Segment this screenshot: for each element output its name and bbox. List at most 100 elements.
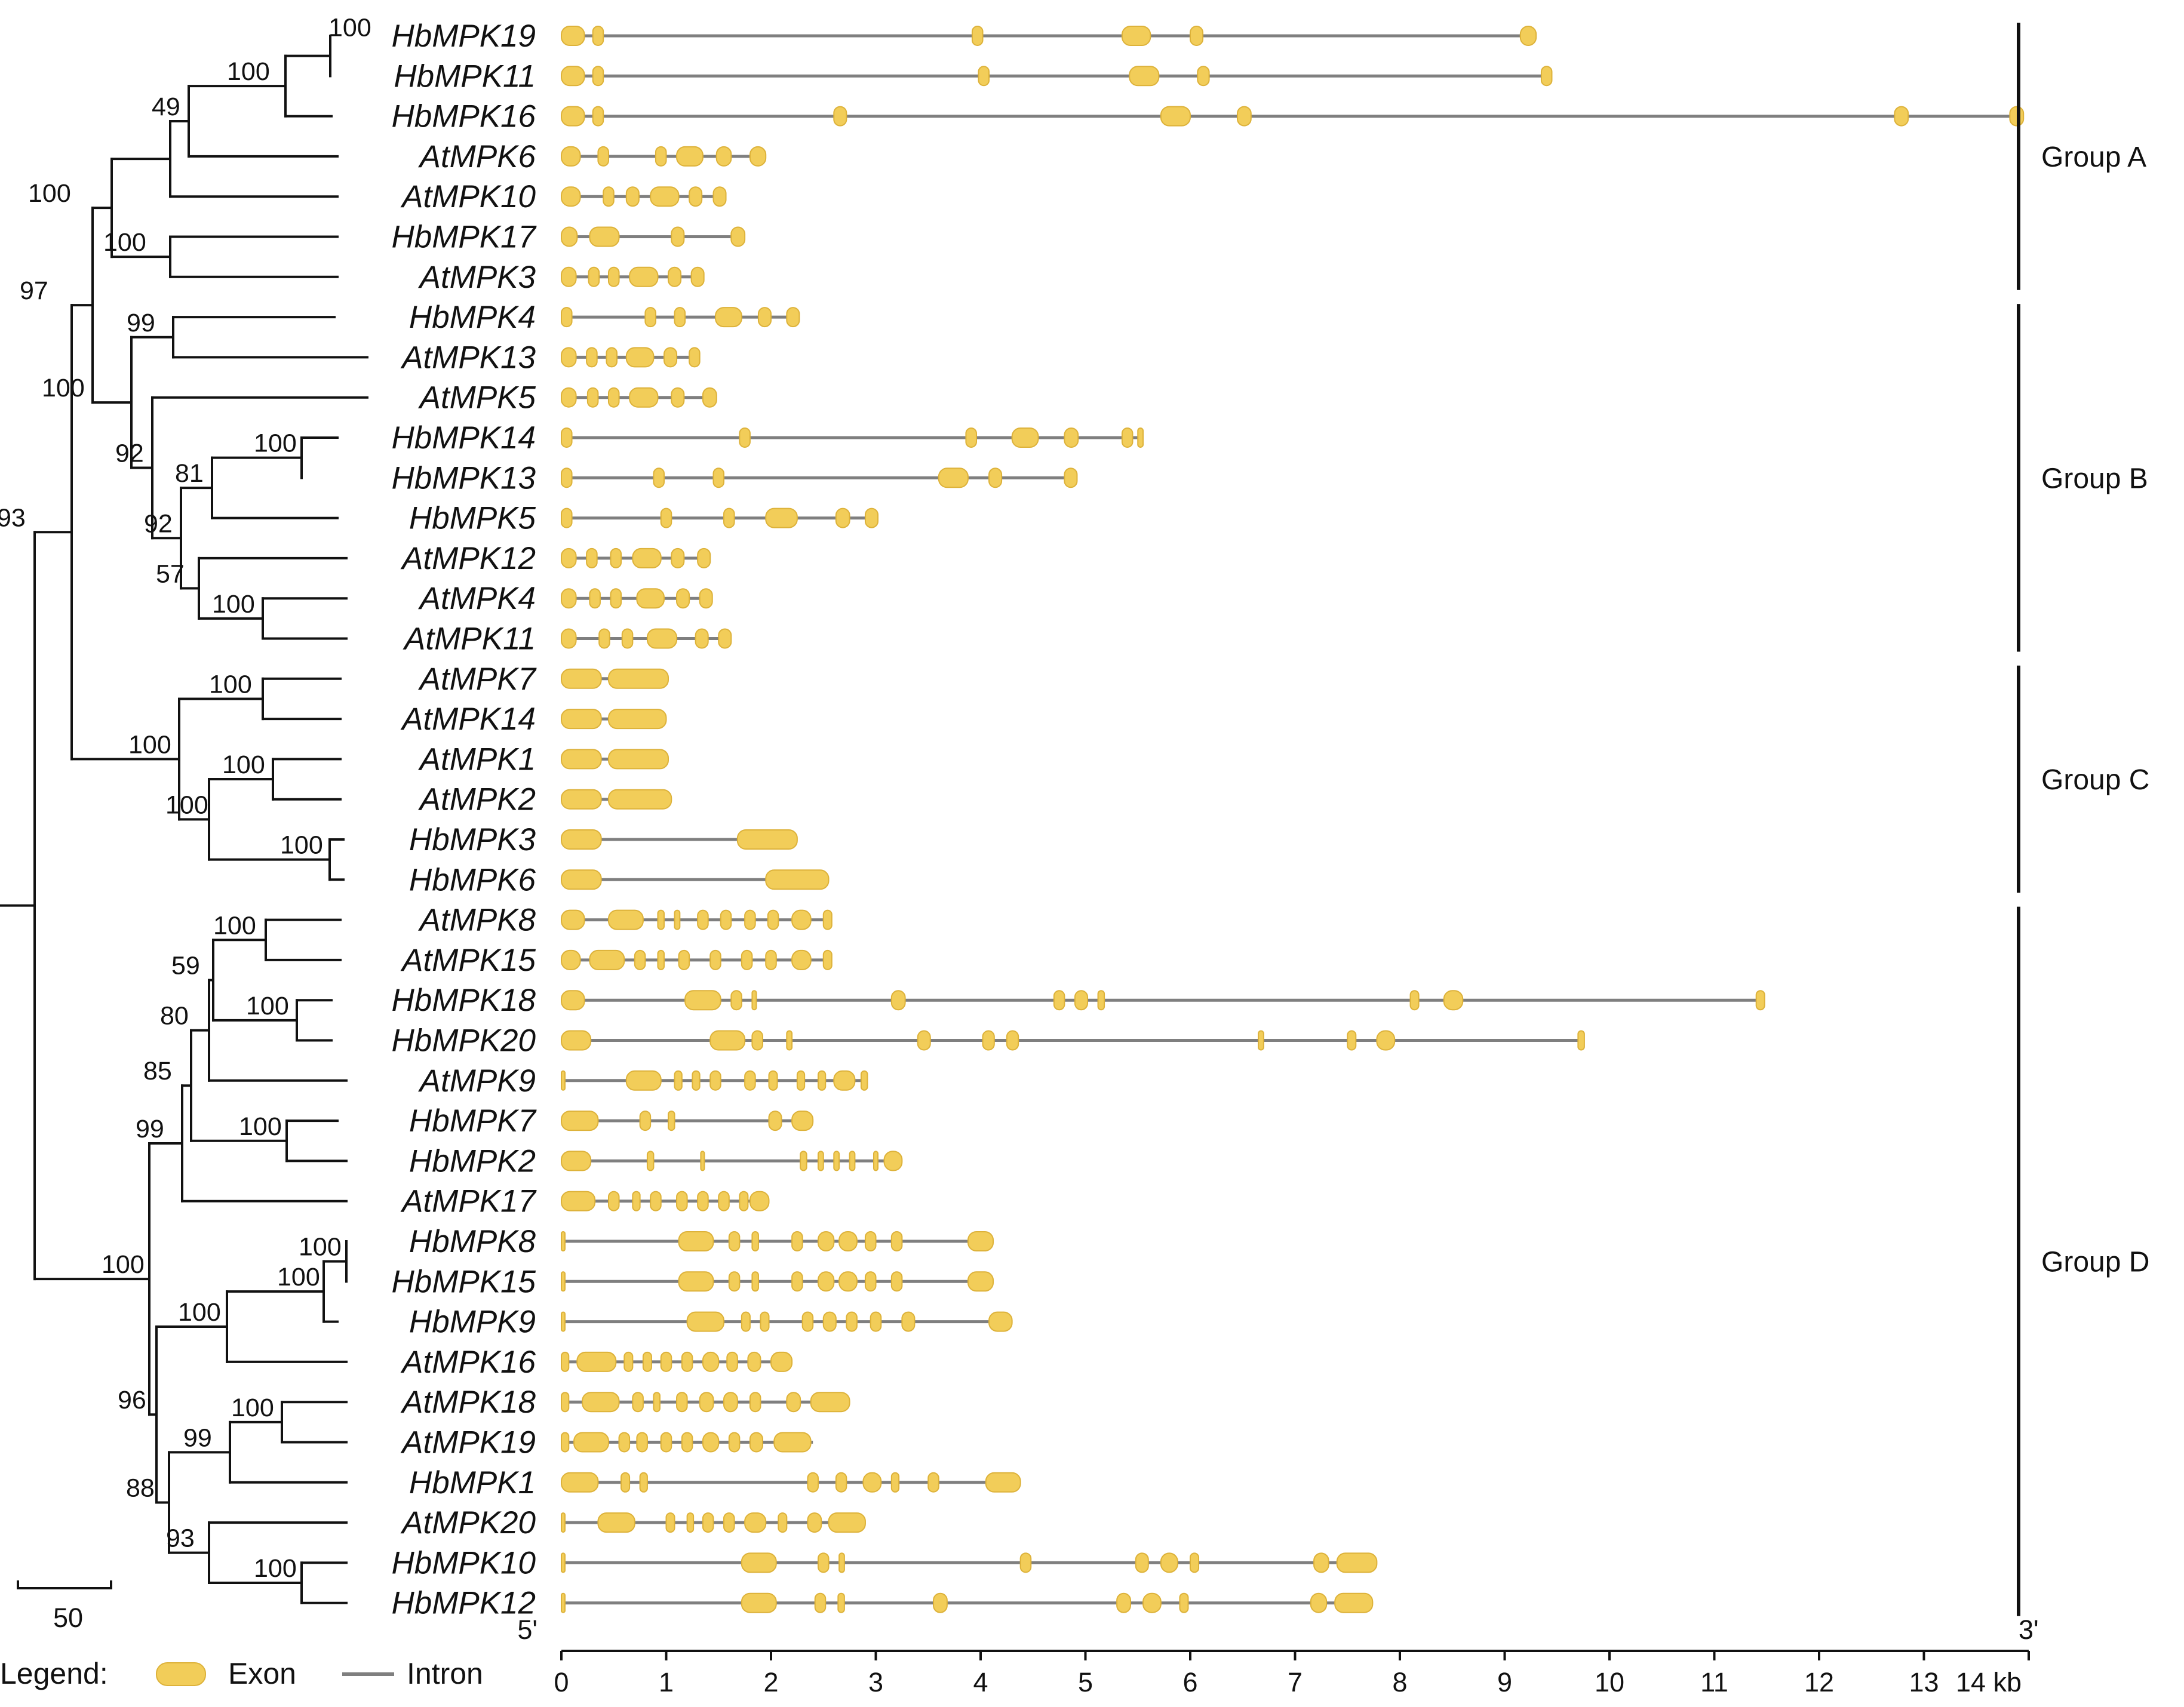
- exon-box: [561, 1351, 570, 1372]
- exon-box: [676, 1191, 688, 1211]
- exon-box: [561, 387, 577, 408]
- exon-box: [712, 467, 725, 488]
- exon-box: [634, 949, 646, 970]
- exon-box: [971, 26, 984, 46]
- exon-box: [810, 1392, 850, 1413]
- exon-box: [1347, 1030, 1357, 1051]
- exon-box: [561, 1512, 566, 1533]
- bootstrap-value: 97: [20, 276, 48, 305]
- exon-box: [817, 1070, 827, 1091]
- exon-box: [862, 1472, 882, 1493]
- exon-box: [561, 1392, 570, 1413]
- gene-structure: [561, 749, 669, 770]
- exon-box: [890, 990, 906, 1011]
- axis-tick-label: 10: [1595, 1667, 1624, 1697]
- exon-box: [822, 909, 833, 930]
- exon-box: [561, 829, 602, 850]
- gene-structure: [561, 347, 701, 368]
- exon-box: [589, 226, 620, 247]
- exon-box: [650, 1191, 662, 1211]
- exon-box: [657, 909, 665, 930]
- gene-structure: [561, 427, 1144, 448]
- exon-box: [744, 1512, 767, 1533]
- gene-structure: [561, 66, 1553, 87]
- exon-box: [751, 1231, 759, 1251]
- exon-box: [1097, 990, 1105, 1011]
- exon-box: [561, 668, 602, 689]
- gene-name: AtMPK18: [400, 1385, 536, 1420]
- legend-exon-swatch: [156, 1662, 206, 1686]
- exon-box: [665, 1512, 675, 1533]
- exon-box: [561, 508, 573, 528]
- bootstrap-value: 100: [128, 730, 171, 759]
- exon-box: [744, 1070, 756, 1091]
- exon-box: [1006, 1030, 1019, 1051]
- bootstrap-value: 99: [127, 309, 155, 337]
- bootstrap-value: 92: [115, 439, 144, 467]
- legend-title: Legend:: [0, 1657, 108, 1690]
- exon-box: [817, 1231, 835, 1251]
- bootstrap-value: 100: [277, 1263, 320, 1291]
- exon-box: [607, 387, 620, 408]
- exon-box: [561, 427, 573, 448]
- exon-box: [1313, 1552, 1329, 1573]
- exon-box: [573, 1432, 609, 1453]
- exon-box: [702, 1512, 714, 1533]
- exon-box: [718, 628, 732, 649]
- bootstrap-value: 99: [183, 1423, 212, 1452]
- exon-box: [890, 1231, 903, 1251]
- exon-box: [618, 1432, 631, 1453]
- exon-box: [561, 26, 585, 46]
- exon-box: [625, 186, 640, 207]
- bootstrap-value: 85: [143, 1057, 172, 1085]
- axis-tick-label: 1: [659, 1667, 674, 1697]
- exon-box: [833, 1070, 856, 1091]
- bootstrap-value: 88: [126, 1474, 155, 1502]
- exon-box: [681, 1432, 693, 1453]
- gene-structure: [561, 628, 732, 649]
- exon-box: [576, 1351, 617, 1372]
- gene-structure: [561, 226, 746, 247]
- exon-box: [650, 186, 680, 207]
- gene-names: HbMPK19 HbMPK11 HbMPK16 AtMPK6 AtMPK10 HbMPK1…: [391, 19, 537, 1621]
- exon-box: [1519, 26, 1537, 46]
- exon-box: [644, 307, 656, 328]
- exon-box: [765, 949, 777, 970]
- group-brackets: Group A Group B Group C Group D: [2017, 23, 2149, 1616]
- exon-box: [697, 909, 709, 930]
- gene-structure: [561, 1271, 994, 1292]
- bootstrap-value: 100: [222, 751, 265, 779]
- exon-box: [700, 1151, 705, 1171]
- exon-box: [791, 1231, 803, 1251]
- exon-box: [671, 548, 685, 568]
- exon-box: [1197, 66, 1210, 87]
- gene-structure: [561, 588, 713, 609]
- gene-name: AtMPK8: [418, 903, 536, 938]
- gene-name: HbMPK3: [409, 822, 536, 857]
- exon-box: [561, 548, 577, 568]
- exon-box: [663, 347, 678, 368]
- group-label: Group B: [2041, 463, 2148, 494]
- exon-box: [757, 307, 772, 328]
- exon-box: [610, 548, 622, 568]
- exon-box: [817, 1271, 835, 1292]
- exon-box: [702, 1351, 720, 1372]
- exon-box: [712, 186, 727, 207]
- gene-structure: [561, 1151, 903, 1171]
- gene-name: HbMPK20: [391, 1023, 536, 1059]
- gene-structure: [561, 1231, 994, 1251]
- exon-box: [1053, 990, 1065, 1011]
- exon-box: [561, 146, 581, 167]
- exon-box: [598, 628, 610, 649]
- exon-box: [1894, 106, 1909, 127]
- exon-box: [814, 1592, 827, 1613]
- gene-structure: [561, 1592, 1374, 1613]
- exon-box: [723, 1392, 738, 1413]
- bootstrap-value: 49: [152, 93, 180, 121]
- exon-box: [582, 1392, 620, 1413]
- gene-name: AtMPK17: [400, 1184, 537, 1219]
- exon-box: [768, 1111, 782, 1131]
- gene-name: AtMPK10: [400, 179, 536, 214]
- bootstrap-value: 57: [156, 559, 185, 588]
- bootstrap-value: 100: [42, 374, 85, 402]
